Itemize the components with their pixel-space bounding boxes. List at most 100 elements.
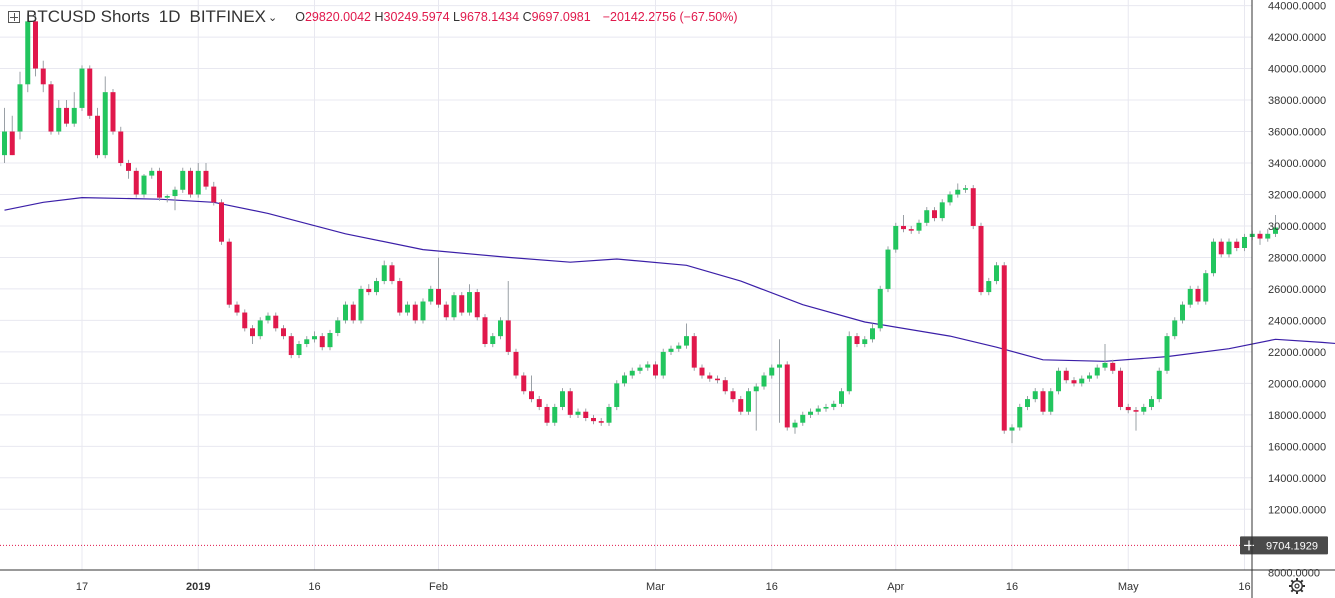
- y-tick-label: 20000.0000: [1268, 378, 1326, 390]
- y-tick-label: 16000.0000: [1268, 441, 1326, 453]
- candle-body: [141, 175, 147, 195]
- candle-body: [521, 375, 527, 392]
- candle-body: [978, 225, 984, 293]
- close-value: 9697.0981: [531, 10, 591, 24]
- x-tick-label: Apr: [887, 581, 904, 593]
- candle-body: [738, 399, 744, 412]
- candle-body: [211, 186, 217, 203]
- gear-icon[interactable]: [1288, 577, 1306, 595]
- x-tick-label: 16: [1238, 581, 1250, 593]
- y-tick-label: 14000.0000: [1268, 473, 1326, 485]
- candle-body: [25, 21, 31, 85]
- moving-average-layer: [4, 196, 1335, 362]
- candle-body: [1032, 391, 1038, 400]
- close-label: C: [522, 10, 532, 24]
- candle-body: [234, 304, 240, 313]
- candles-layer: [2, 13, 1278, 444]
- candle-body: [126, 162, 131, 171]
- candle-body: [350, 304, 356, 321]
- candle-body: [769, 367, 775, 376]
- candle-body: [722, 380, 728, 392]
- candle-body: [645, 364, 651, 368]
- candle-body: [490, 336, 496, 345]
- change-value: −20142.2756 (−67.50%): [602, 10, 738, 24]
- x-tick-label: Mar: [646, 581, 665, 593]
- candle-body: [862, 339, 868, 345]
- candle-body: [1180, 304, 1185, 321]
- candle-body: [1211, 241, 1216, 274]
- candle-body: [1048, 391, 1054, 412]
- candle-body: [257, 320, 263, 337]
- y-tick-label: 44000.0000: [1268, 1, 1326, 13]
- exchange-label[interactable]: BITFINEX: [189, 7, 266, 26]
- candle-body: [180, 170, 186, 190]
- candle-body: [1273, 227, 1278, 234]
- price-tag-label: 9704.1929: [1266, 540, 1318, 552]
- candle-body: [653, 364, 658, 376]
- candle-body: [288, 336, 294, 356]
- candle-body: [777, 364, 782, 368]
- expand-icon[interactable]: [8, 11, 20, 23]
- candle-body: [412, 304, 418, 321]
- timeframe-label[interactable]: 1D: [158, 7, 181, 26]
- candle-body: [699, 367, 705, 376]
- candle-body: [56, 107, 62, 132]
- open-label: O: [295, 10, 305, 24]
- candle-body: [536, 399, 542, 407]
- ohlc-values: O29820.0042 H30249.5974 L9678.1434 C9697…: [295, 10, 590, 24]
- candle-body: [1195, 288, 1201, 302]
- candle-body: [226, 241, 232, 305]
- candle-body: [1156, 370, 1162, 400]
- candle-body: [567, 391, 573, 415]
- y-tick-label: 18000.0000: [1268, 410, 1326, 422]
- candle-body: [374, 281, 379, 293]
- x-tick-label: 16: [766, 581, 778, 593]
- candle-body: [932, 210, 937, 219]
- y-tick-label: 32000.0000: [1268, 189, 1326, 201]
- candle-body: [273, 315, 279, 329]
- candle-body: [792, 422, 798, 428]
- candle-body: [428, 288, 434, 302]
- candle-body: [250, 328, 255, 337]
- moving-average-line: [4, 196, 1335, 362]
- candle-body: [1164, 336, 1170, 371]
- candle-body: [498, 320, 503, 337]
- candle-body: [676, 345, 682, 349]
- candle-body: [319, 336, 325, 348]
- candle-body: [157, 170, 162, 198]
- candle-body: [1017, 406, 1023, 428]
- candle-body: [358, 288, 364, 321]
- candle-body: [1203, 273, 1209, 302]
- candle-body: [281, 328, 286, 337]
- candle-body: [304, 339, 310, 345]
- candle-body: [1094, 367, 1100, 376]
- candle-body: [164, 196, 170, 198]
- chevron-down-icon[interactable]: ⌄: [268, 11, 278, 24]
- y-tick-label: 24000.0000: [1268, 315, 1326, 327]
- candle-body: [459, 295, 465, 313]
- candle-body: [420, 301, 426, 321]
- candle-body: [684, 336, 689, 346]
- candle-body: [629, 370, 635, 376]
- candle-body: [1001, 265, 1007, 431]
- candle-body: [64, 107, 69, 124]
- y-tick-label: 36000.0000: [1268, 127, 1326, 139]
- candle-body: [668, 348, 674, 352]
- candle-body: [1218, 241, 1224, 255]
- symbol-name[interactable]: BTCUSD Shorts: [26, 7, 150, 26]
- candle-body: [48, 84, 54, 132]
- candle-body: [839, 391, 844, 404]
- candle-body: [327, 332, 333, 348]
- candle-body: [893, 225, 899, 250]
- candle-body: [808, 411, 813, 415]
- candle-body: [784, 364, 790, 428]
- candle-body: [1025, 399, 1030, 407]
- candle-body: [660, 351, 666, 376]
- candle-body: [823, 406, 829, 409]
- candle-body: [1226, 241, 1232, 255]
- candle-body: [994, 265, 999, 282]
- candle-body: [1056, 370, 1061, 392]
- candle-body: [885, 249, 891, 289]
- candle-body: [637, 367, 643, 371]
